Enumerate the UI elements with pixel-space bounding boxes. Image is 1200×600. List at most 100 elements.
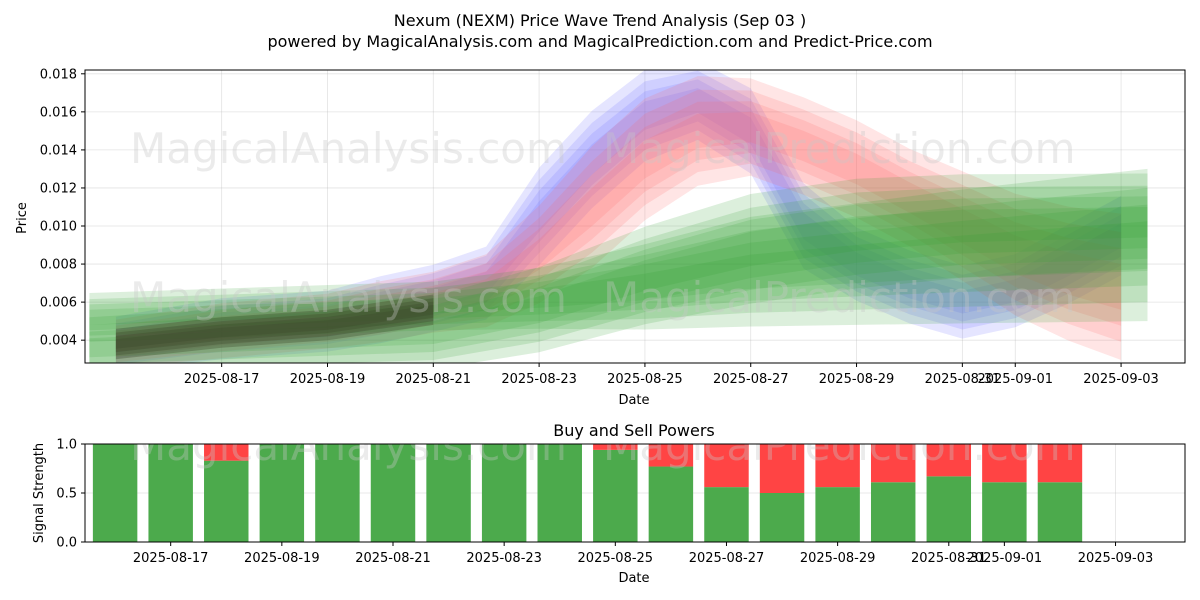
watermark-prediction-2: MagicalPrediction.com — [603, 273, 1076, 322]
sell-bar — [815, 444, 860, 488]
price-x-tick-label: 2025-08-19 — [290, 372, 366, 387]
signal-x-tick-label: 2025-09-03 — [1078, 551, 1154, 566]
buy-bar — [870, 482, 916, 542]
signal-x-ticks: 2025-08-17 2025-08-19 2025-08-21 2025-08-23… — [133, 542, 1153, 566]
signal-x-tick-label: 2025-08-23 — [466, 551, 542, 566]
signal-x-tick-label: 2025-08-27 — [689, 551, 765, 566]
watermark-analysis-2: MagicalAnalysis.com — [130, 273, 567, 322]
price-x-tick-label: 2025-09-03 — [1083, 372, 1159, 387]
price-x-ticks: 2025-08-17 2025-08-19 2025-08-21 2025-08-23… — [184, 363, 1159, 387]
price-x-tick-label: 2025-08-27 — [713, 372, 789, 387]
buy-bar — [315, 444, 360, 542]
buy-bar — [815, 487, 860, 542]
sell-bar — [982, 444, 1027, 483]
price-band-blue-0-2 — [115, 79, 1122, 359]
signal-bars — [92, 444, 1083, 542]
signal-y-tick-label: 0.0 — [56, 536, 77, 551]
price-band-blue-0-0 — [115, 70, 1122, 363]
signal-x-tick-label: 2025-08-17 — [133, 551, 209, 566]
signal-x-tick-label: 2025-08-19 — [244, 551, 320, 566]
buy-bar — [92, 444, 138, 542]
sell-bar — [759, 444, 805, 493]
price-y-tick-label: 0.018 — [40, 67, 77, 82]
price-band-blue-0-3 — [115, 88, 1122, 353]
sell-bar — [704, 444, 749, 488]
signal-x-tick-label: 2025-08-29 — [800, 551, 876, 566]
price-band-green-3-3 — [89, 207, 1148, 358]
buy-bar — [648, 466, 694, 542]
price-x-tick-label: 2025-08-17 — [184, 372, 260, 387]
sell-bar — [1037, 444, 1083, 483]
sell-bar — [593, 444, 638, 450]
price-y-tick-label: 0.014 — [40, 143, 77, 158]
watermark-analysis-1: MagicalAnalysis.com — [130, 124, 567, 173]
buy-bar — [1037, 482, 1083, 542]
price-band-green-2-0 — [89, 168, 1148, 342]
signal-watermarks: MagicalAnalysis.com MagicalPrediction.co… — [130, 421, 1076, 470]
price-band-dark-4-2 — [115, 301, 434, 353]
price-grid — [85, 70, 1185, 363]
buy-bar — [259, 444, 305, 542]
price-bands — [89, 70, 1148, 363]
price-band-blue-0-1 — [115, 70, 1122, 363]
sell-bar — [648, 444, 694, 467]
price-axes-frame — [84, 69, 1186, 364]
sell-bar — [870, 444, 916, 483]
price-y-ticks: 0.004 0.006 0.008 0.010 0.012 0.014 0.016 0.018 — [40, 67, 85, 349]
price-band-dark-4-0 — [115, 294, 434, 360]
price-x-tick-label: 2025-08-25 — [607, 372, 683, 387]
price-band-green-2-2 — [89, 204, 1148, 331]
price-y-tick-label: 0.010 — [40, 220, 77, 235]
buy-bar — [537, 444, 582, 542]
signal-y-tick-label: 0.5 — [56, 487, 77, 502]
price-x-label: Date — [618, 393, 649, 408]
price-y-tick-label: 0.016 — [40, 105, 77, 120]
price-band-red-1-2 — [115, 101, 1122, 357]
price-band-green-3-1 — [89, 185, 1148, 363]
price-x-tick-label: 2025-09-01 — [977, 372, 1053, 387]
watermark-prediction-1: MagicalPrediction.com — [603, 124, 1076, 173]
price-band-red-1-1 — [115, 89, 1122, 363]
price-band-dark-4-1 — [115, 298, 434, 356]
signal-x-tick-label: 2025-08-25 — [578, 551, 654, 566]
price-band-green-3-2 — [89, 196, 1148, 363]
price-x-tick-label: 2025-08-21 — [396, 372, 472, 387]
price-x-tick-label: 2025-08-23 — [501, 372, 577, 387]
price-y-tick-label: 0.012 — [40, 181, 77, 196]
signal-y-tick-label: 1.0 — [56, 438, 77, 453]
watermark-prediction-3: MagicalPrediction.com — [603, 421, 1076, 470]
signal-y-ticks: 0.0 0.5 1.0 — [56, 438, 85, 551]
price-band-red-1-0 — [115, 76, 1122, 363]
buy-bar — [148, 444, 193, 542]
price-panel: MagicalAnalysis.com MagicalPrediction.co… — [15, 67, 1186, 408]
price-x-tick-label: 2025-08-31 — [925, 372, 1001, 387]
price-band-dark-4-3 — [115, 305, 434, 349]
signal-panel: Buy and Sell Powers MagicalAnalysis.com … — [32, 421, 1186, 586]
price-y-tick-label: 0.006 — [40, 296, 77, 311]
price-band-green-2-1 — [89, 188, 1148, 336]
buy-bar — [481, 444, 527, 542]
price-band-green-2-3 — [89, 221, 1148, 325]
buy-bar — [704, 487, 749, 542]
signal-x-tick-label: 2025-08-21 — [355, 551, 431, 566]
signal-title: Buy and Sell Powers — [553, 421, 715, 440]
signal-y-label: Signal Strength — [32, 443, 47, 543]
signal-x-tick-label: 2025-09-01 — [967, 551, 1043, 566]
buy-bar — [759, 493, 805, 542]
chart-title: Nexum (NEXM) Price Wave Trend Analysis (… — [394, 11, 806, 30]
price-y-label: Price — [15, 202, 30, 234]
price-y-tick-label: 0.008 — [40, 258, 77, 273]
price-band-green-3-0 — [89, 173, 1148, 363]
buy-bar — [926, 476, 972, 542]
watermark-analysis-3: MagicalAnalysis.com — [130, 421, 567, 470]
price-band-red-1-3 — [115, 111, 1122, 352]
buy-bar — [982, 482, 1027, 542]
sell-bar — [204, 444, 249, 461]
buy-bar — [370, 444, 416, 542]
price-y-tick-label: 0.004 — [40, 334, 77, 349]
buy-bar — [204, 460, 249, 542]
signal-x-label: Date — [618, 571, 649, 586]
buy-bar — [593, 449, 638, 542]
signal-x-tick-label: 2025-08-31 — [911, 551, 987, 566]
